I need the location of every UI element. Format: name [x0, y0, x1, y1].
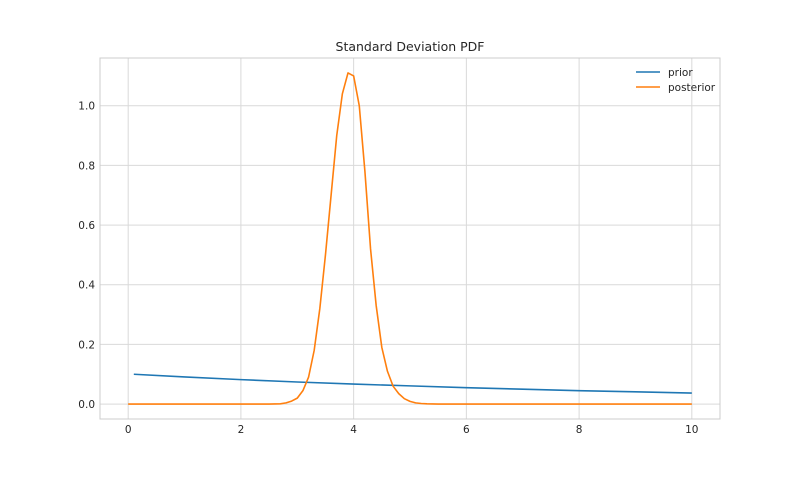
y-tick-label: 0.0 — [78, 399, 95, 411]
legend-label-prior: prior — [668, 67, 693, 79]
x-tick-label: 0 — [125, 424, 132, 436]
legend: prior posterior — [636, 67, 716, 94]
tick-labels: 0 2 4 6 8 10 0.0 0.2 0.4 0.6 0.8 1.0 — [78, 101, 698, 436]
plot-frame — [99, 57, 721, 420]
legend-label-posterior: posterior — [668, 82, 716, 94]
series-line-prior — [133, 373, 692, 394]
plot-area-background — [100, 58, 720, 419]
series-lines — [128, 72, 692, 405]
series-line-posterior — [128, 72, 692, 405]
y-tick-label: 0.6 — [78, 220, 95, 232]
x-tick-label: 4 — [350, 424, 357, 436]
x-tick-label: 6 — [463, 424, 470, 436]
x-tick-label: 10 — [685, 424, 698, 436]
y-tick-label: 0.4 — [78, 280, 95, 292]
chart-title: Standard Deviation PDF — [336, 39, 485, 54]
y-tick-label: 1.0 — [78, 101, 95, 113]
y-tick-label: 0.8 — [78, 160, 95, 172]
x-tick-label: 8 — [576, 424, 583, 436]
x-tick-label: 2 — [238, 424, 245, 436]
y-tick-label: 0.2 — [78, 339, 95, 351]
